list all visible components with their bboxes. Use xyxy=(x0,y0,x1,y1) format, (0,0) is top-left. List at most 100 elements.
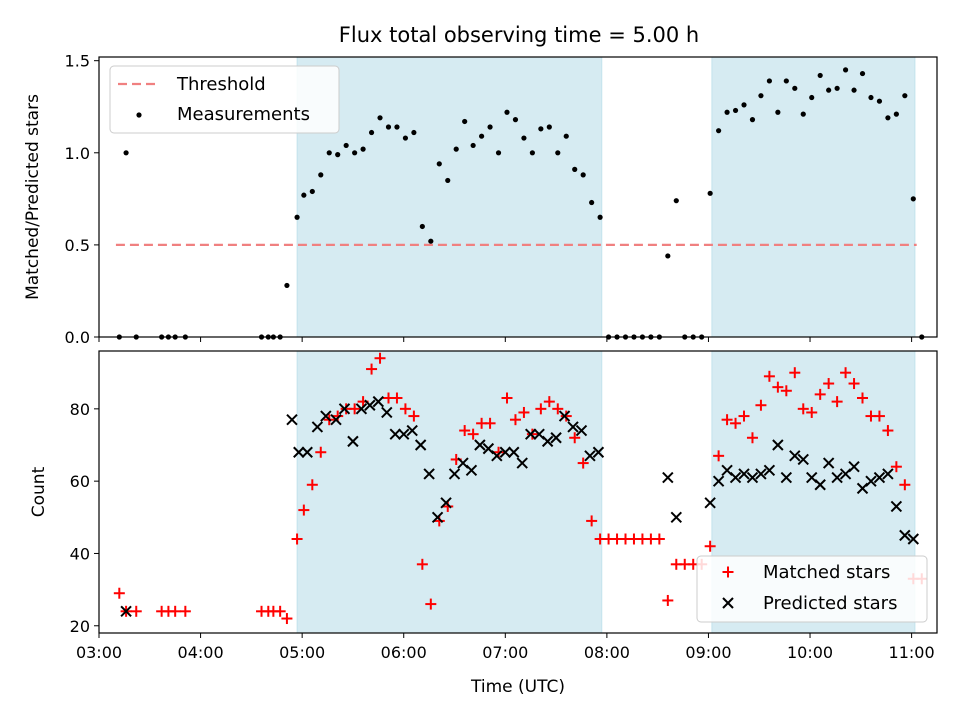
measurement-point xyxy=(673,198,679,204)
predicted-star-point-stroke xyxy=(780,471,793,484)
measurement-point xyxy=(555,150,561,156)
predicted-star-point-stroke xyxy=(831,471,843,484)
x-tick-label: 03:00 xyxy=(76,643,122,662)
measurement-point xyxy=(732,107,739,114)
measurement-point xyxy=(859,70,866,77)
predicted-star-point-stroke xyxy=(814,479,826,491)
legend-label-matched: Matched stars xyxy=(763,562,890,583)
matched-star-point xyxy=(169,605,181,617)
top-axes-frame xyxy=(98,56,938,338)
predicted-star-point-stroke xyxy=(293,446,305,458)
matched-star-point xyxy=(433,515,445,527)
measurement-point xyxy=(546,124,552,130)
predicted-star-point xyxy=(575,424,588,437)
predicted-star-point-stroke xyxy=(797,453,809,466)
predicted-star-point-stroke xyxy=(120,605,132,618)
predicted-star-point xyxy=(311,421,324,433)
matched-star-point xyxy=(873,410,885,422)
measurement-point xyxy=(309,188,315,195)
legend-frame xyxy=(696,555,928,623)
predicted-star-point-stroke xyxy=(721,464,733,477)
predicted-star-point xyxy=(712,475,725,487)
x-tick-label: 07:00 xyxy=(482,643,528,662)
bottom-x-tick-labels: 03:00 04:00 05:00 06:00 07:00 08:00 09:00 10:00… xyxy=(76,643,935,662)
predicted-star-point-stroke xyxy=(882,468,894,480)
matched-star-point xyxy=(662,594,674,606)
measurement-point xyxy=(301,192,307,198)
bottom-axes-frame xyxy=(98,350,938,634)
legend-label-measurements: Measurements xyxy=(177,104,310,125)
measurement-point xyxy=(589,199,595,206)
predicted-star-point xyxy=(440,497,452,509)
y-tick-label: 0.0 xyxy=(65,328,90,347)
matched-star-point xyxy=(577,457,589,469)
predicted-star-point-stroke xyxy=(890,500,903,513)
predicted-star-point-stroke xyxy=(414,439,427,451)
y-tick-label: 1.0 xyxy=(65,144,90,163)
measurement-point xyxy=(826,87,832,93)
measurement-point xyxy=(453,146,459,152)
y-tick-label: 1.5 xyxy=(65,52,90,71)
measurement-point xyxy=(377,115,383,121)
matched-star-point xyxy=(391,392,403,404)
matched-star-point xyxy=(730,417,742,429)
matched-star-point xyxy=(526,428,538,440)
matched-star-point xyxy=(493,446,505,458)
measurement-point xyxy=(834,85,840,91)
matched-star-point xyxy=(315,446,327,458)
predicted-star-point-stroke xyxy=(772,439,784,451)
shaded-interval xyxy=(296,56,603,338)
y-tick-label: 80 xyxy=(70,400,90,419)
top-legend: Threshold Measurements xyxy=(109,65,340,134)
measurement-point xyxy=(741,102,747,108)
measurement-point xyxy=(318,172,324,178)
measurement-point xyxy=(504,109,510,115)
matched-star-point xyxy=(738,410,750,422)
predicted-star-point-stroke xyxy=(431,511,444,524)
predicted-star-point xyxy=(772,439,784,451)
matched-star-point xyxy=(442,500,454,512)
predicted-star-point-stroke xyxy=(347,435,359,448)
predicted-star-point-stroke xyxy=(482,442,495,455)
measurement-point xyxy=(335,152,341,158)
measurement-point xyxy=(521,135,527,141)
predicted-star-point xyxy=(822,457,835,469)
predicted-star-point-stroke xyxy=(381,406,393,419)
matched-star-point xyxy=(882,425,894,437)
predicted-star-point xyxy=(567,421,579,433)
predicted-star-point xyxy=(558,410,571,422)
top-y-axis-label: Matched/Predicted stars xyxy=(23,94,43,300)
predicted-star-point-stroke xyxy=(508,446,520,458)
matched-star-point xyxy=(179,605,191,617)
predicted-star-point xyxy=(865,475,877,487)
measurement-point xyxy=(572,166,578,172)
measurement-point xyxy=(479,133,485,139)
predicted-star-point-stroke xyxy=(524,428,537,440)
predicted-star-point xyxy=(431,511,444,524)
matched-star-point xyxy=(746,432,758,444)
matched-star-point xyxy=(848,378,860,390)
measurement-point xyxy=(766,78,773,84)
predicted-star-point-stroke xyxy=(806,471,818,484)
matched-star-point xyxy=(408,410,420,422)
measurement-point xyxy=(665,253,671,259)
predicted-star-point-stroke xyxy=(301,446,313,458)
x-tick-label: 11:00 xyxy=(889,643,935,662)
matched-star-point xyxy=(349,403,361,415)
predicted-star-point-stroke xyxy=(755,468,767,480)
matched-star-point xyxy=(789,367,801,379)
predicted-star-point xyxy=(797,453,809,466)
predicted-star-point-stroke xyxy=(575,424,588,437)
matched-star-point xyxy=(831,396,843,408)
top-axis-ticks xyxy=(94,60,913,342)
y-tick-label: 60 xyxy=(70,472,90,491)
predicted-star-point xyxy=(890,500,903,513)
measurement-point xyxy=(411,129,417,136)
measurement-point xyxy=(910,196,916,202)
measurement-point xyxy=(851,87,857,93)
predicted-star-point-stroke xyxy=(372,395,385,408)
measurement-point xyxy=(800,111,806,117)
predicted-star-point xyxy=(330,413,342,426)
predicted-star-point-stroke xyxy=(567,421,579,433)
